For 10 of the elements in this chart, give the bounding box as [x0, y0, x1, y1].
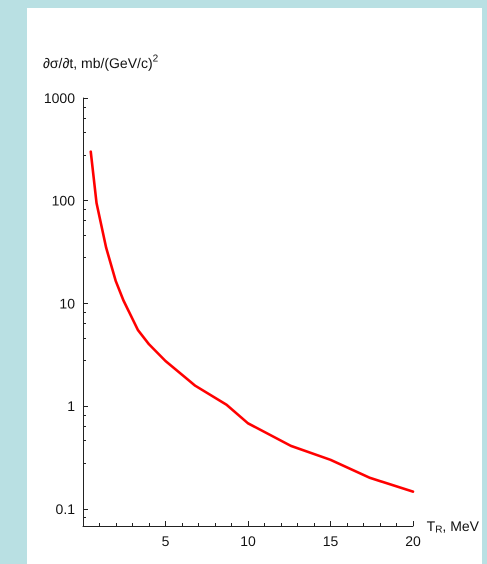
x-tick-label: 15 [322, 533, 338, 549]
y-tick-label: 1000 [44, 90, 76, 106]
y-tick-label: 0.1 [56, 500, 76, 517]
x-tick-label: 5 [162, 533, 170, 549]
y-tick-label: 100 [52, 192, 76, 209]
line-series [89, 150, 414, 493]
x-tick-label: 10 [240, 533, 256, 549]
y-tick-label: 10 [59, 295, 76, 312]
x-tick-label: 20 [405, 533, 421, 549]
y-tick-label: 1 [67, 398, 76, 414]
